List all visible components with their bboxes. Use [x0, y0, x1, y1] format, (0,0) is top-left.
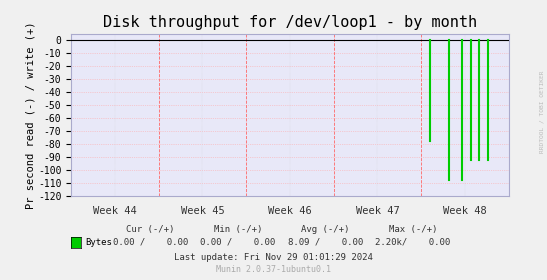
Title: Disk throughput for /dev/loop1 - by month: Disk throughput for /dev/loop1 - by mont…	[103, 15, 477, 30]
Text: Week 44: Week 44	[93, 206, 137, 216]
Text: Munin 2.0.37-1ubuntu0.1: Munin 2.0.37-1ubuntu0.1	[216, 265, 331, 274]
Text: Avg (-/+): Avg (-/+)	[301, 225, 350, 234]
Text: Cur (-/+): Cur (-/+)	[126, 225, 174, 234]
Text: RRDTOOL / TOBI OETIKER: RRDTOOL / TOBI OETIKER	[539, 71, 544, 153]
Text: 8.09 /    0.00: 8.09 / 0.00	[288, 238, 363, 247]
Y-axis label: Pr second read (-) / write (+): Pr second read (-) / write (+)	[25, 21, 35, 209]
Text: 2.20k/    0.00: 2.20k/ 0.00	[375, 238, 451, 247]
Text: Week 47: Week 47	[356, 206, 399, 216]
Text: Min (-/+): Min (-/+)	[214, 225, 262, 234]
Text: 0.00 /    0.00: 0.00 / 0.00	[200, 238, 276, 247]
Text: Week 45: Week 45	[181, 206, 224, 216]
Text: Max (-/+): Max (-/+)	[389, 225, 437, 234]
Text: Last update: Fri Nov 29 01:01:29 2024: Last update: Fri Nov 29 01:01:29 2024	[174, 253, 373, 262]
Text: Bytes: Bytes	[85, 238, 112, 247]
Text: Week 48: Week 48	[443, 206, 487, 216]
Text: 0.00 /    0.00: 0.00 / 0.00	[113, 238, 188, 247]
Text: Week 46: Week 46	[268, 206, 312, 216]
